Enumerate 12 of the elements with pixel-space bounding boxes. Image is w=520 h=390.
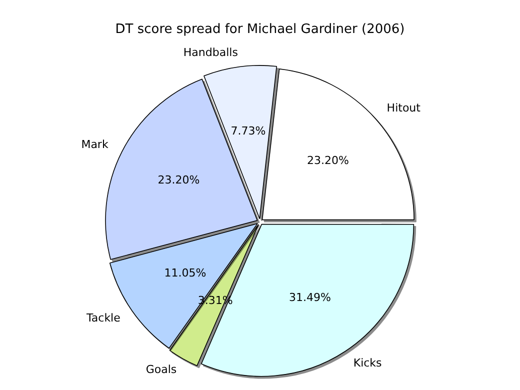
data-label: 31.49% — [289, 290, 331, 304]
data-label: 11.05% — [164, 266, 206, 280]
data-label: 7.73% — [230, 124, 266, 138]
slice-label: Tackle — [86, 312, 121, 325]
chart-title: DT score spread for Michael Gardiner (2006) — [115, 22, 405, 38]
slice-label: Mark — [81, 138, 109, 151]
slice-label: Kicks — [353, 356, 382, 370]
slice-label: Hitout — [386, 101, 422, 114]
slice-label: Goals — [146, 362, 177, 376]
data-label: 23.20% — [306, 154, 349, 167]
data-label: 23.20% — [158, 174, 200, 187]
slice-label: Handballs — [183, 46, 238, 60]
